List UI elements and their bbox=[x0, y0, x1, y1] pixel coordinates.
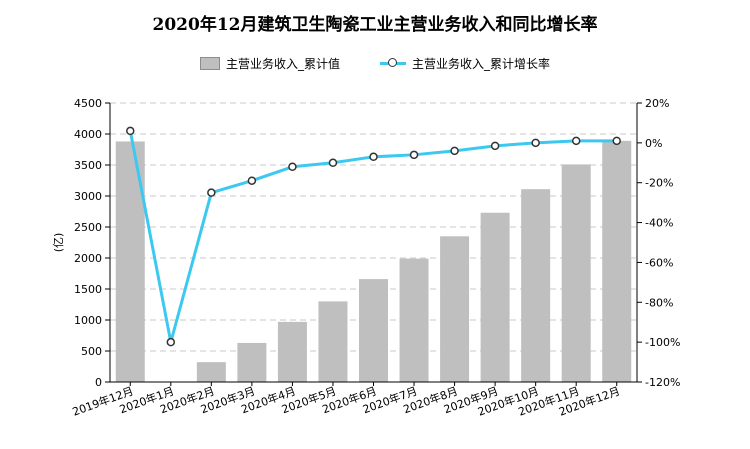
line-point bbox=[409, 150, 419, 160]
y-tick-label: 0 bbox=[95, 376, 102, 389]
line-point bbox=[207, 188, 216, 197]
y-tick-label: 1000 bbox=[74, 314, 102, 327]
chart-legend: 主营业务收入_累计值 主营业务收入_累计增长率 bbox=[0, 53, 750, 73]
line-point bbox=[247, 176, 257, 185]
bar bbox=[440, 236, 470, 382]
y-tick-label: 3000 bbox=[74, 190, 102, 203]
y2-tick-label: -80% bbox=[645, 296, 673, 309]
bar bbox=[399, 258, 429, 382]
line-point bbox=[288, 162, 297, 172]
bar bbox=[521, 189, 551, 382]
legend-bar-label: 主营业务收入_累计值 bbox=[225, 56, 340, 71]
line-point bbox=[490, 141, 500, 151]
y-tick-label: 500 bbox=[81, 345, 102, 358]
bar bbox=[480, 212, 510, 382]
chart-title: 2020年12月建筑卫生陶瓷工业主营业务收入和同比增长率 bbox=[152, 15, 598, 35]
legend-item-line: 主营业务收入_累计增长率 bbox=[380, 55, 550, 72]
bar bbox=[359, 279, 388, 382]
legend-line-swatch bbox=[380, 57, 406, 69]
line-point bbox=[328, 158, 338, 168]
line-point bbox=[126, 126, 135, 136]
legend-line-label: 主营业务收入_累计增长率 bbox=[412, 56, 551, 71]
line-point bbox=[166, 337, 176, 347]
y-tick-label: 2000 bbox=[74, 252, 102, 265]
line-point bbox=[369, 152, 378, 162]
y2-tick-label: 0% bbox=[645, 137, 662, 150]
y-tick-label: 4000 bbox=[74, 128, 102, 141]
y-tick-label: 1500 bbox=[74, 283, 102, 296]
line-point bbox=[450, 146, 459, 156]
bar bbox=[561, 164, 591, 382]
bar bbox=[602, 140, 632, 382]
line-point bbox=[531, 138, 540, 148]
bar bbox=[318, 301, 348, 382]
line-point bbox=[571, 136, 581, 146]
y2-tick-label: -20% bbox=[645, 177, 673, 190]
y2-tick-label: -60% bbox=[645, 256, 673, 269]
line-point bbox=[612, 136, 621, 146]
legend-bar-swatch bbox=[199, 56, 220, 70]
bar bbox=[196, 362, 226, 382]
y2-tick-label: 20% bbox=[645, 97, 669, 110]
bar bbox=[277, 321, 307, 382]
legend-item-bar: 主营业务收入_累计值 bbox=[199, 55, 340, 72]
y-tick-label: 4500 bbox=[74, 97, 102, 110]
y2-tick-label: -40% bbox=[645, 217, 673, 230]
y2-tick-label: -120% bbox=[645, 376, 680, 389]
y-tick-label: 2500 bbox=[74, 221, 102, 234]
y-axis-label: (亿) bbox=[52, 233, 65, 253]
y-tick-label: 3500 bbox=[74, 159, 102, 172]
bar bbox=[237, 342, 267, 382]
y2-tick-label: -100% bbox=[645, 336, 680, 349]
